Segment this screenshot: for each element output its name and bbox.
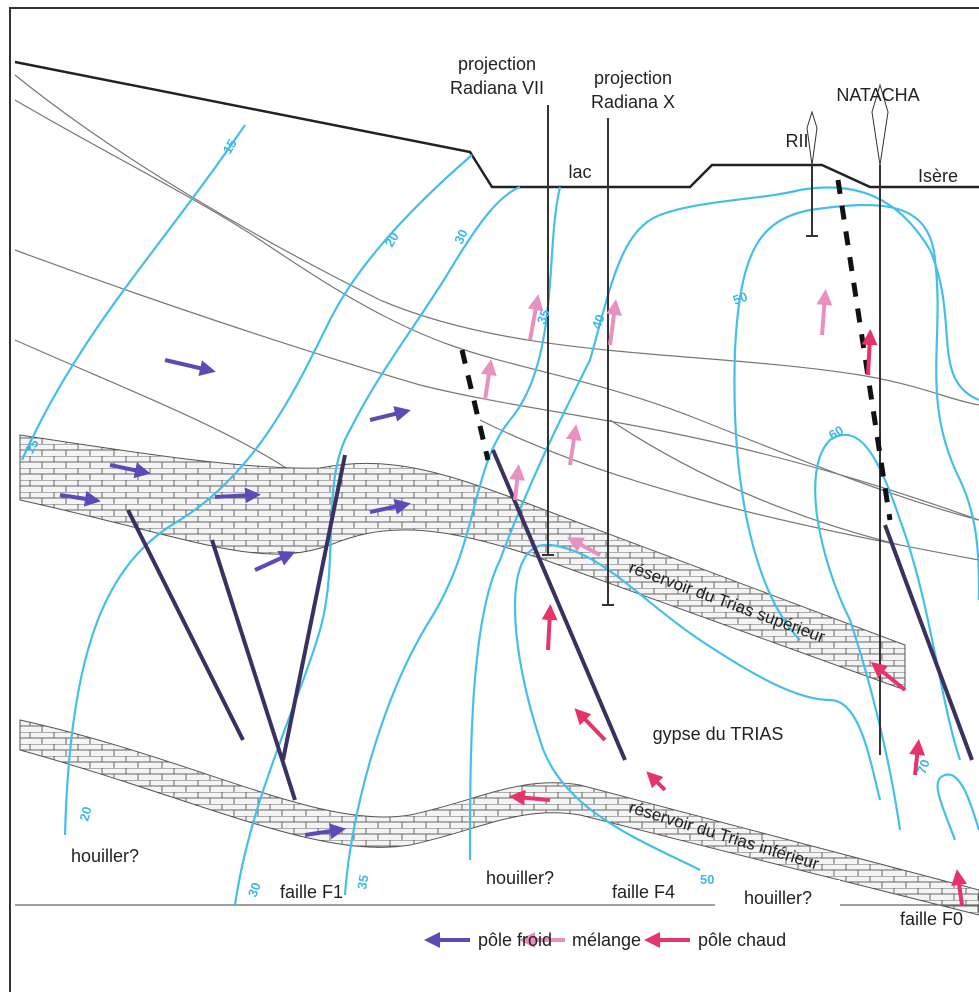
wells bbox=[459, 83, 893, 755]
isotherm-label: 35 bbox=[354, 874, 371, 891]
houiller-label: houiller? bbox=[71, 846, 139, 866]
flow-arrow bbox=[254, 551, 296, 572]
houiller-label: houiller? bbox=[744, 888, 812, 908]
legend-label: pôle froid bbox=[478, 930, 552, 950]
flow-arrow bbox=[574, 708, 607, 742]
well-label: RII bbox=[785, 131, 808, 151]
isotherm-label: 35 bbox=[534, 307, 553, 326]
well-label: NATACHA bbox=[836, 85, 919, 105]
flow-arrow bbox=[509, 464, 526, 501]
fault-label: faille F4 bbox=[612, 882, 675, 902]
flow-arrow bbox=[816, 289, 833, 336]
frame bbox=[9, 7, 979, 992]
legend-label: mélange bbox=[572, 930, 641, 950]
formation-label: gypse du TRIAS bbox=[653, 724, 784, 744]
flow-arrow bbox=[304, 823, 346, 840]
flow-arrow bbox=[480, 359, 497, 401]
well-label: Radiana VII bbox=[450, 78, 544, 98]
flow-arrow bbox=[951, 869, 968, 906]
flow-arrow bbox=[527, 294, 544, 341]
flow-arrow bbox=[861, 329, 878, 376]
flow-arrow bbox=[214, 487, 261, 504]
isotherm-label: 40 bbox=[589, 312, 608, 331]
formation-label: réservoir du Trias inférieur bbox=[627, 798, 822, 874]
isotherm-label: 20 bbox=[382, 229, 402, 249]
flow-arrow bbox=[369, 498, 411, 515]
flow-arrow bbox=[909, 739, 926, 776]
legend-label: pôle chaud bbox=[698, 930, 786, 950]
isotherm-label: 20 bbox=[76, 805, 94, 823]
surface-label: Isère bbox=[918, 166, 958, 186]
flow-arrow bbox=[109, 462, 151, 479]
flow-arrow bbox=[646, 771, 667, 792]
fault-label: faille F0 bbox=[900, 909, 963, 929]
flow-arrows bbox=[59, 289, 968, 948]
fault-label: faille F1 bbox=[280, 882, 343, 902]
flow-arrow bbox=[565, 424, 582, 466]
well-label: projection bbox=[594, 68, 672, 88]
flow-arrow bbox=[164, 358, 216, 376]
flow-arrow bbox=[606, 299, 622, 346]
isotherm-label: 15 bbox=[22, 436, 42, 456]
flow-arrow bbox=[59, 490, 101, 507]
isotherm-label: 15 bbox=[220, 136, 240, 156]
isotherm-label: 50 bbox=[731, 289, 750, 308]
well-label: Radiana X bbox=[591, 92, 675, 112]
isotherm-label: 70 bbox=[914, 757, 933, 776]
layers bbox=[14, 60, 979, 916]
surface-label: lac bbox=[568, 162, 591, 182]
flow-arrow bbox=[509, 789, 551, 806]
isotherm-label: 30 bbox=[245, 880, 264, 899]
flow-arrow bbox=[369, 406, 411, 422]
formation-label: réservoir du Trias supérieur bbox=[627, 558, 828, 647]
well-label: projection bbox=[458, 54, 536, 74]
flow-arrow bbox=[541, 604, 558, 651]
isotherm-label: 50 bbox=[700, 872, 714, 887]
flow-arrow bbox=[566, 537, 601, 557]
faults bbox=[126, 449, 974, 801]
flow-arrow bbox=[870, 661, 907, 692]
isotherm-label: 60 bbox=[826, 422, 846, 442]
isotherm-label: 30 bbox=[451, 227, 471, 246]
houiller-label: houiller? bbox=[486, 868, 554, 888]
